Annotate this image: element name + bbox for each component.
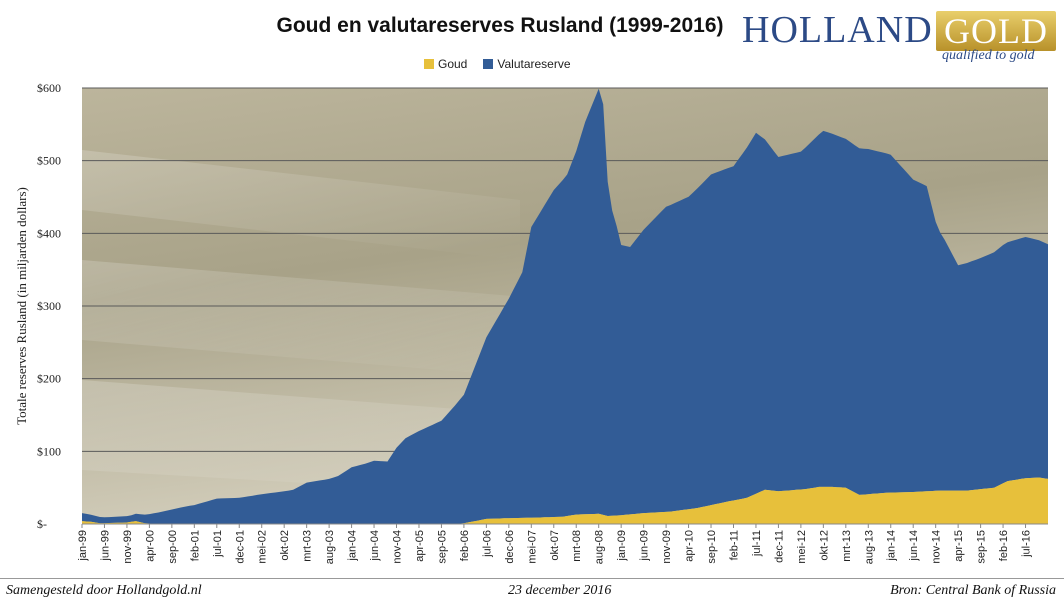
legend-item-valuta: Valutareserve [483, 57, 571, 71]
x-tick-label: dec-06 [504, 530, 516, 564]
y-tick-label: $600 [37, 81, 61, 95]
y-tick-label: $300 [37, 299, 61, 313]
series-area-valutareserve [82, 88, 1048, 524]
x-tick-label: nov-04 [392, 530, 404, 564]
x-tick-label: okt-07 [549, 530, 561, 561]
x-tick-label: apr-05 [414, 530, 426, 562]
x-tick-label: apr-15 [953, 530, 965, 562]
footer-credit: Samengesteld door Hollandgold.nl [6, 583, 202, 598]
x-tick-label: jul-01 [212, 530, 224, 558]
footer-source: Bron: Central Bank of Russia [890, 583, 1056, 598]
x-tick-label: okt-12 [818, 530, 830, 561]
x-tick-label: feb-16 [998, 530, 1010, 561]
x-tick-label: mei-07 [526, 530, 538, 564]
y-tick-label: $400 [37, 226, 61, 240]
y-axis: $- $100 $200 $300 $400 $500 $600 [37, 81, 61, 531]
x-tick-label: jun-04 [369, 530, 381, 562]
legend-swatch-goud [424, 59, 434, 69]
x-tick-label: nov-99 [122, 530, 134, 564]
x-tick-label: nov-14 [931, 530, 943, 564]
x-tick-label: sep-10 [706, 530, 718, 564]
x-tick-label: sep-05 [436, 530, 448, 564]
x-tick-label: jul-11 [751, 530, 763, 557]
x-tick-label: nov-09 [661, 530, 673, 564]
x-tick-label: jun-09 [639, 530, 651, 562]
logo-gold-word: GOLD [936, 11, 1056, 51]
series-areas [82, 88, 1048, 524]
x-tick-label: apr-10 [684, 530, 696, 562]
legend-label-valuta: Valutareserve [497, 57, 571, 71]
logo-tagline: qualified to gold [942, 48, 1035, 63]
hollandgold-logo: HOLLAND GOLD qualified to gold [742, 8, 1056, 64]
x-tick-label: mrt-03 [302, 530, 314, 562]
y-axis-label: Totale reserves Rusland (in miljarden do… [14, 187, 29, 425]
legend-swatch-valuta [483, 59, 494, 69]
series-area-goud [82, 477, 1048, 524]
x-tick-label: mrt-13 [841, 530, 853, 562]
y-tick-label: $- [37, 517, 47, 531]
x-tick-label: feb-01 [189, 530, 201, 561]
x-tick-label: sep-15 [976, 530, 988, 564]
x-tick-label: jan-99 [77, 530, 89, 562]
x-axis: jan-99 jun-99 nov-99 apr-00 sep-00 feb-01 jul-… [77, 523, 1048, 564]
footer-date: 23 december 2016 [508, 583, 612, 598]
x-tick-label: dec-01 [234, 530, 246, 564]
y-tick-label: $100 [37, 444, 61, 458]
x-tick-label: feb-11 [729, 530, 741, 560]
chart-legend: Goud Valutareserve [424, 57, 571, 71]
x-tick-label: sep-00 [167, 530, 179, 564]
x-tick-label: jun-14 [908, 530, 920, 562]
x-tick-label: dec-11 [773, 530, 785, 563]
footer-divider [0, 578, 1064, 579]
x-tick-label: jan-04 [347, 530, 359, 562]
x-tick-label: mrt-08 [571, 530, 583, 562]
reserves-area-chart: $- $100 $200 $300 $400 $500 $600 jan-99 jun-99 n… [14, 81, 1048, 564]
x-tick-label: jul-06 [481, 530, 493, 558]
logo-word: HOLLAND [742, 9, 933, 51]
x-tick-label: apr-00 [144, 530, 156, 562]
legend-item-goud: Goud [424, 57, 467, 71]
x-tick-label: aug-03 [324, 530, 336, 564]
x-tick-label: feb-06 [459, 530, 471, 561]
x-tick-label: mei-02 [257, 530, 269, 564]
y-tick-label: $500 [37, 154, 61, 168]
legend-label-goud: Goud [438, 57, 468, 71]
x-tick-label: okt-02 [279, 530, 291, 561]
chart-title: Goud en valutareserves Rusland (1999-201… [276, 14, 724, 37]
x-tick-label: mei-12 [796, 530, 808, 564]
y-tick-label: $200 [37, 372, 61, 386]
x-tick-label: jul-16 [1021, 530, 1033, 558]
x-tick-label: aug-08 [594, 530, 606, 564]
x-tick-label: jan-14 [886, 530, 898, 562]
x-tick-label: jun-99 [100, 530, 112, 562]
x-tick-label: aug-13 [863, 530, 875, 564]
x-tick-label: jan-09 [616, 530, 628, 562]
